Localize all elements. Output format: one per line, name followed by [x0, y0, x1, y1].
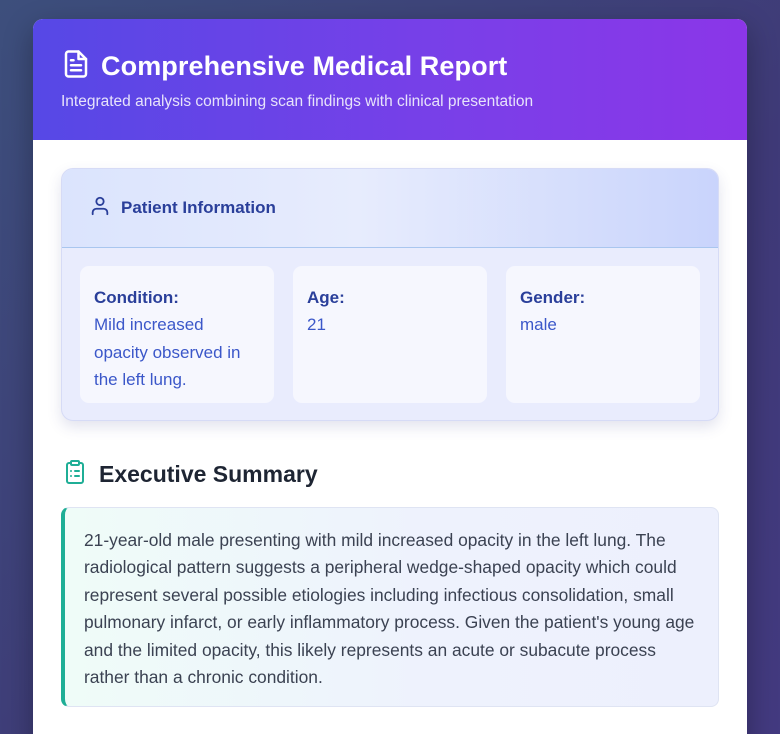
condition-field: Condition: Mild increased opacity observ…: [80, 266, 274, 403]
executive-summary-header: Executive Summary: [61, 459, 719, 490]
condition-label: Condition:: [94, 288, 179, 307]
age-field: Age: 21: [293, 266, 487, 403]
report-card: Comprehensive Medical Report Integrated …: [33, 19, 747, 734]
gender-label: Gender:: [520, 288, 586, 307]
gender-field: Gender: male: [506, 266, 700, 403]
patient-info-card: Patient Information Condition: Mild incr…: [61, 168, 719, 421]
age-label: Age:: [307, 288, 345, 307]
report-title-row: Comprehensive Medical Report: [61, 49, 747, 84]
clipboard-icon: [63, 459, 99, 490]
executive-summary-heading: Executive Summary: [99, 461, 318, 487]
report-content: Patient Information Condition: Mild incr…: [33, 140, 747, 707]
page-title: Comprehensive Medical Report: [101, 51, 508, 81]
user-icon: [89, 195, 121, 222]
document-icon: [61, 49, 101, 84]
age-value: 21: [307, 315, 326, 334]
patient-fields: Condition: Mild increased opacity observ…: [62, 248, 718, 403]
patient-info-heading: Patient Information: [121, 198, 276, 217]
condition-value: Mild increased opacity observed in the l…: [94, 315, 241, 389]
gender-value: male: [520, 315, 557, 334]
page-subtitle: Integrated analysis combining scan findi…: [61, 93, 534, 110]
patient-info-header: Patient Information: [62, 169, 718, 248]
executive-summary-text: 21-year-old male presenting with mild in…: [84, 530, 695, 688]
executive-summary-box: 21-year-old male presenting with mild in…: [61, 507, 719, 707]
report-header: Comprehensive Medical Report Integrated …: [33, 19, 747, 140]
